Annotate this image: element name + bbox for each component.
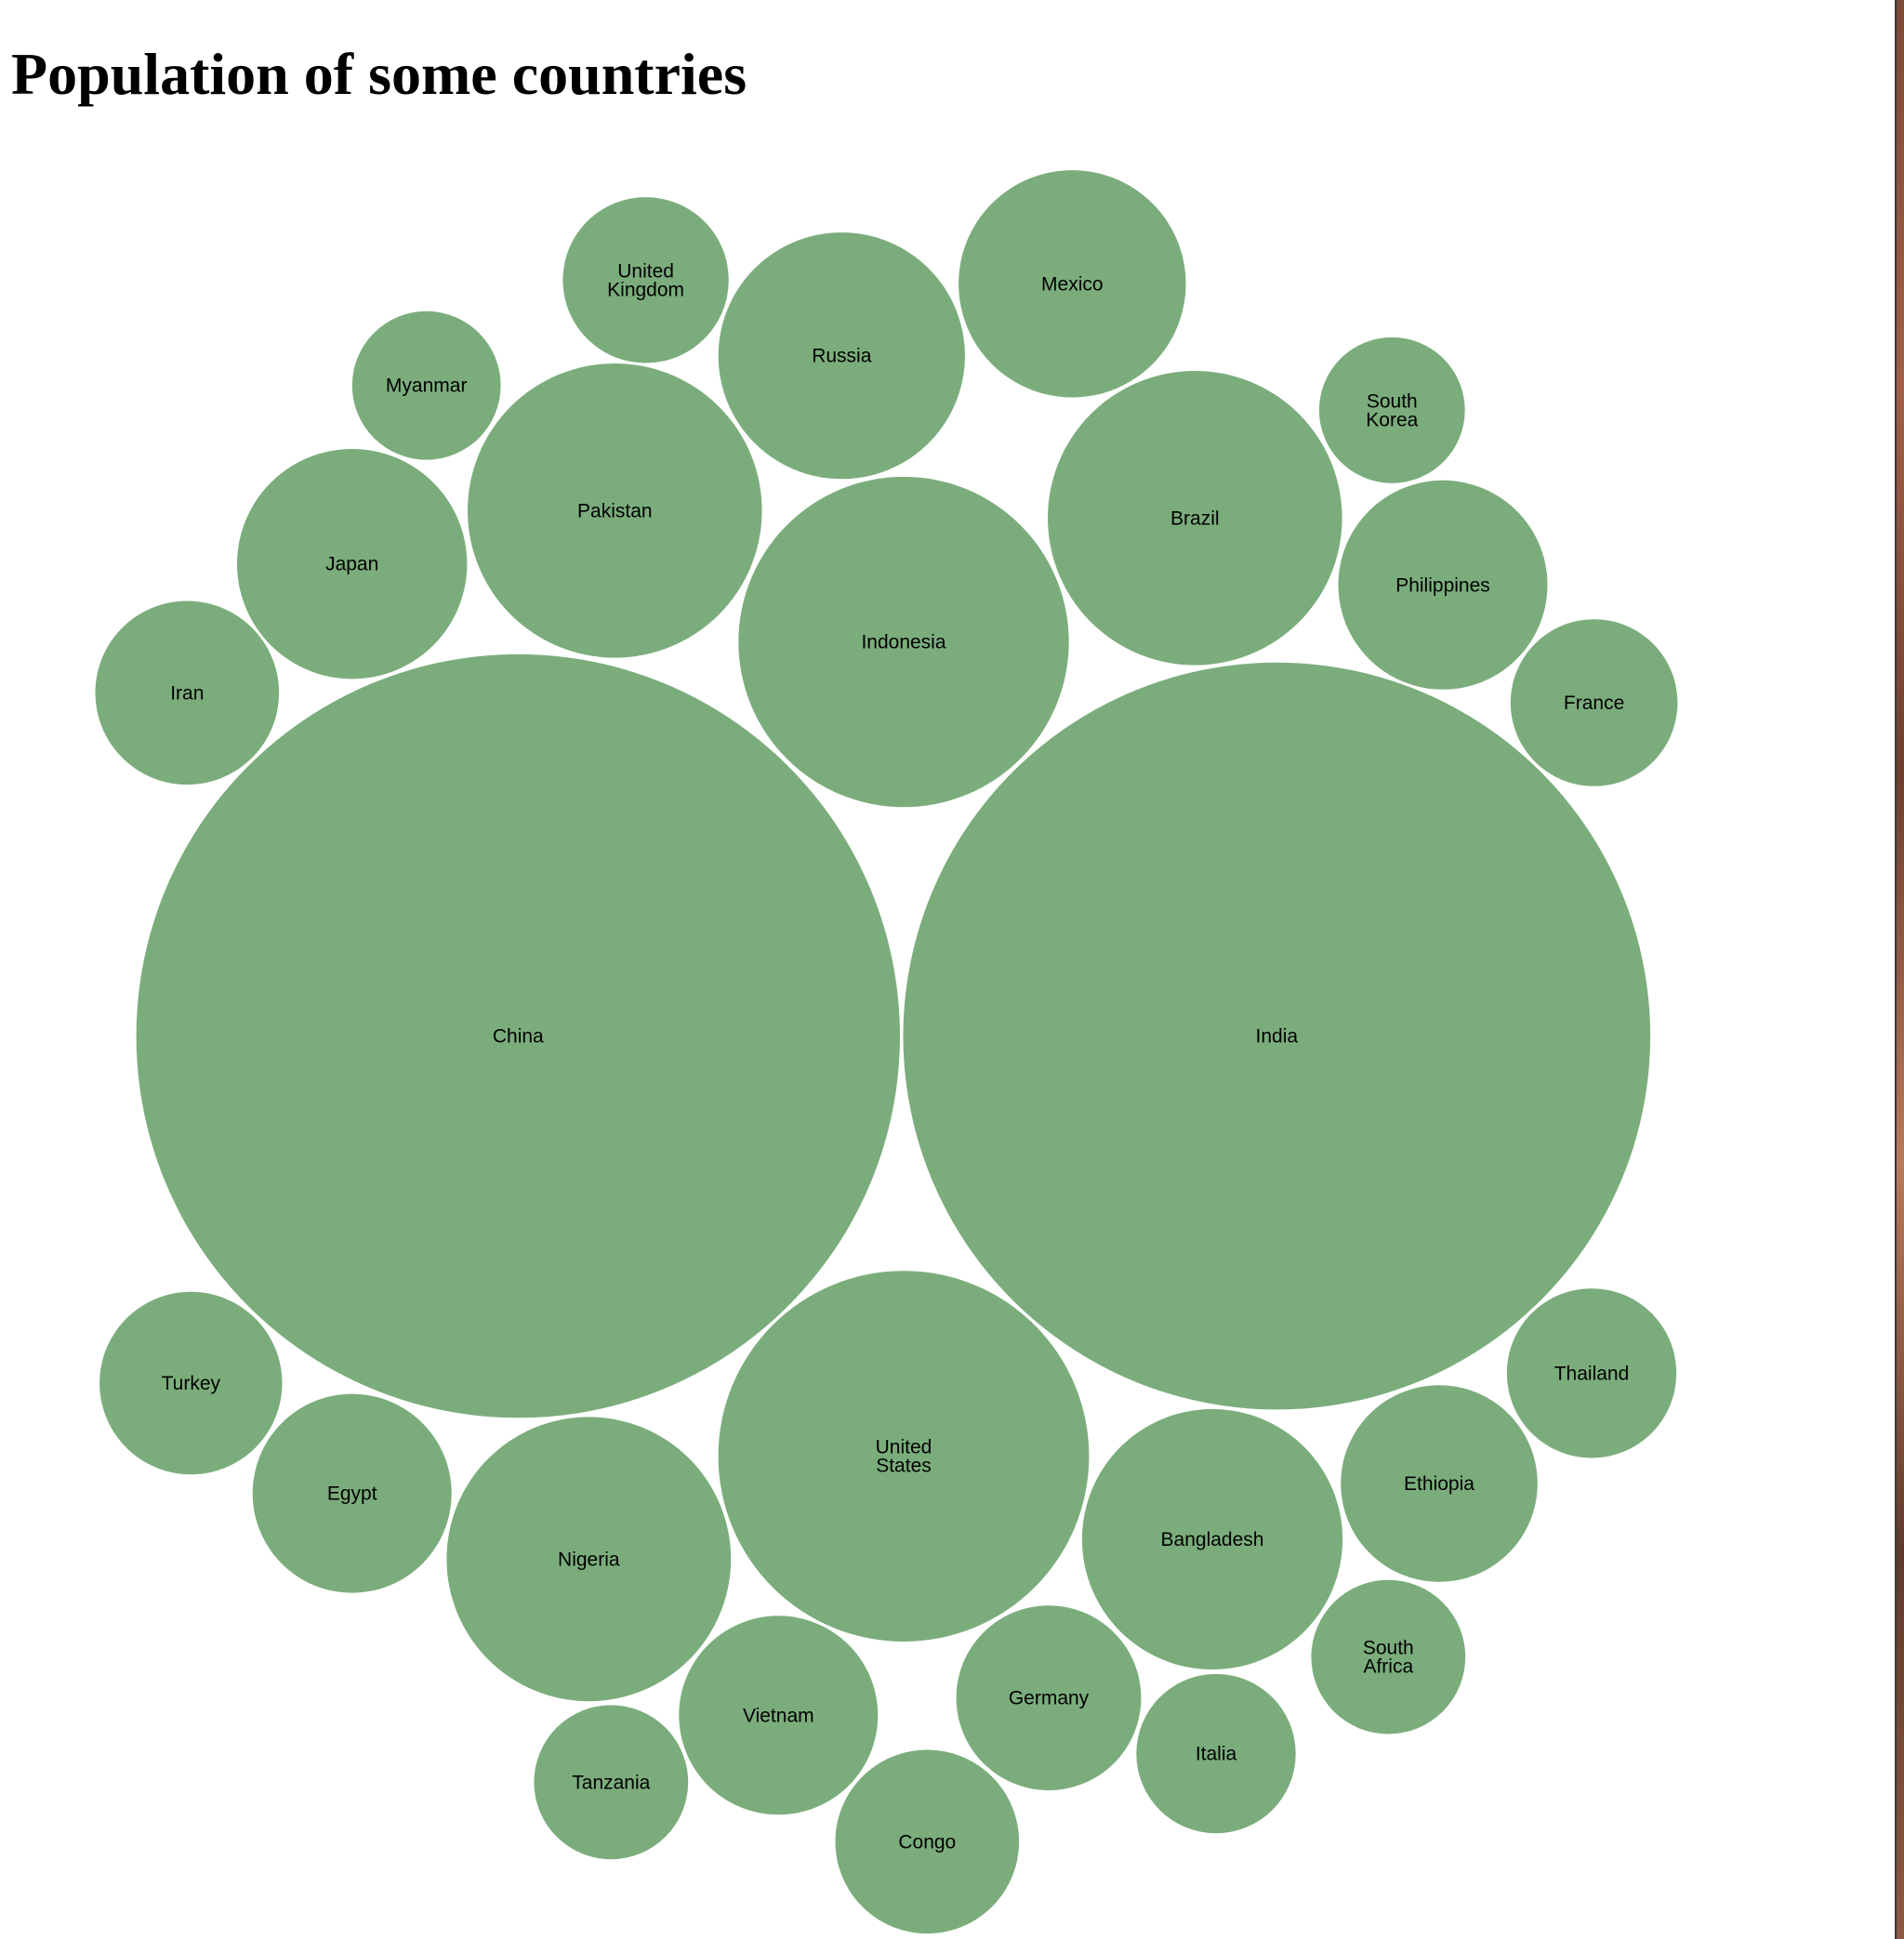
chart-title: Population of some countries [11,41,747,107]
bubble-circle-germany [956,1605,1142,1790]
bubble-turkey: Turkey [99,1291,283,1475]
bubble-france: France [1510,619,1678,786]
bubble-label-egypt: Egypt [327,1484,377,1505]
bubble-label-myanmar: Myanmar [386,376,468,397]
bubble-label-japan: Japan [325,554,378,575]
bubble-tanzania: Tanzania [534,1705,689,1860]
bubble-circle-india [903,662,1651,1410]
bubble-label-mexico: Mexico [1041,273,1104,295]
bubble-circle-south-africa [1311,1579,1466,1735]
bubble-label-turkey: Turkey [162,1373,221,1394]
bubble-circle-myanmar [351,310,501,460]
bubble-south-korea: South Korea [1318,336,1465,483]
bubble-label-russia: Russia [812,346,872,367]
bubble-circle-tanzania [534,1705,689,1860]
bubble-label-china: China [493,1026,544,1048]
bubble-label-bangladesh: Bangladesh [1161,1529,1264,1550]
bubble-label-vietnam: Vietnam [743,1705,814,1726]
bubble-italia: Italia [1136,1673,1296,1834]
bubble-ethiopia: Ethiopia [1341,1385,1538,1582]
bubble-china: China [136,653,900,1418]
bubble-philippines: Philippines [1338,480,1548,690]
bubble-indonesia: Indonesia [738,476,1069,808]
bubble-label-tanzania: Tanzania [572,1772,650,1793]
bubble-thailand: Thailand [1506,1288,1677,1458]
bubble-circle-italia [1136,1673,1296,1834]
bubble-vietnam: Vietnam [679,1616,879,1815]
bubble-label-germany: Germany [1009,1688,1090,1709]
bubble-india: India [903,662,1651,1410]
bubble-circle-nigeria [446,1417,732,1702]
bubble-russia: Russia [718,232,965,480]
bubble-circle-united-states [718,1271,1090,1642]
bubble-circle-france [1510,619,1678,786]
bubble-circle-united-kingdom [562,197,729,363]
bubble-japan: Japan [237,449,468,679]
bubble-label-france: France [1564,692,1624,714]
bubble-circle-pakistan [468,363,762,658]
bubble-circle-philippines [1338,480,1548,690]
bubble-united-states: United States [718,1271,1090,1642]
bubble-label-iran: Iran [170,682,204,704]
background-window-edge [1897,0,1904,1939]
bubble-label-india: India [1256,1026,1299,1048]
bubble-circle-ethiopia [1341,1385,1538,1582]
bubble-nigeria: Nigeria [446,1417,732,1702]
bubble-bangladesh: Bangladesh [1081,1408,1343,1670]
window-edge-divider [1895,0,1897,1939]
bubble-label-brazil: Brazil [1170,508,1220,529]
bubble-circle-indonesia [738,476,1069,808]
bubble-circle-vietnam [679,1616,879,1815]
bubble-circle-turkey [99,1291,283,1475]
bubble-circle-egypt [252,1393,452,1593]
bubble-label-pakistan: Pakistan [577,500,653,521]
bubble-label-south-africa: South Africa [1363,1638,1414,1678]
bubble-united-kingdom: United Kingdom [562,197,729,363]
bubble-iran: Iran [95,600,280,785]
bubble-circle-congo [835,1749,1020,1934]
bubble-brazil: Brazil [1048,371,1342,666]
bubble-label-congo: Congo [898,1831,956,1853]
bubble-circle-thailand [1506,1288,1677,1458]
bubble-circle-south-korea [1318,336,1465,483]
bubble-circle-mexico [959,170,1186,398]
bubble-label-thailand: Thailand [1554,1363,1630,1384]
bubble-label-nigeria: Nigeria [558,1549,620,1570]
bubble-label-ethiopia: Ethiopia [1404,1473,1474,1495]
bubble-circle-japan [237,449,468,679]
bubble-germany: Germany [956,1605,1142,1790]
bubble-label-south-korea: South Korea [1366,390,1418,430]
bubble-label-italia: Italia [1196,1744,1237,1765]
bubble-label-philippines: Philippines [1395,574,1490,596]
bubble-south-africa: South Africa [1311,1579,1466,1735]
bubble-circle-iran [95,600,280,785]
bubble-circle-china [136,653,900,1418]
bubble-egypt: Egypt [252,1393,452,1593]
bubble-mexico: Mexico [959,170,1186,398]
bubble-myanmar: Myanmar [351,310,501,460]
bubble-label-united-states: United States [876,1437,932,1477]
bubble-circle-russia [718,232,965,480]
bubble-label-indonesia: Indonesia [861,632,945,653]
bubble-pakistan: Pakistan [468,363,762,658]
bubble-circle-bangladesh [1081,1408,1343,1670]
bubble-circle-brazil [1048,371,1342,666]
bubble-congo: Congo [835,1749,1020,1934]
bubble-label-united-kingdom: United Kingdom [607,260,684,300]
